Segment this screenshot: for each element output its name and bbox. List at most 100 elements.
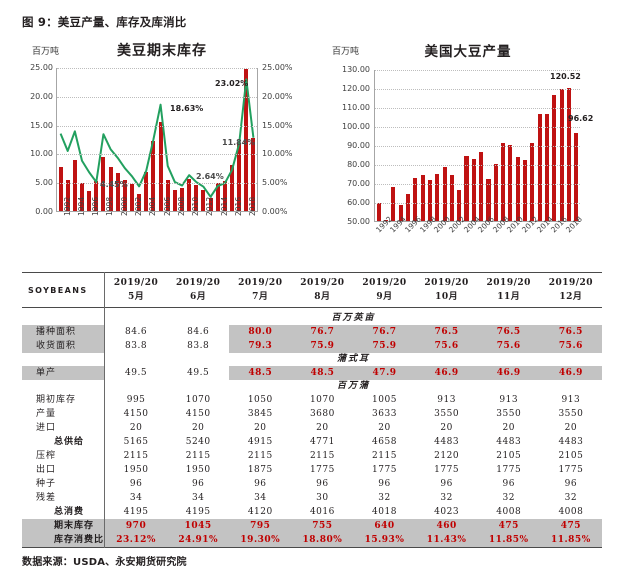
bar	[464, 155, 469, 222]
table-cell: 1775	[496, 465, 522, 475]
row-label-empty	[22, 353, 106, 366]
chart-left-axis-base	[57, 211, 257, 212]
bar	[237, 143, 242, 212]
row-label: 压榨	[22, 449, 106, 463]
table-cell: 96	[191, 479, 205, 489]
unit-row-million-bushel: 百万蒲	[22, 380, 602, 393]
table-col-month: 12月	[559, 292, 583, 302]
source-note: 数据来源：USDA、永安期货研究院	[22, 557, 187, 568]
table-col-month: 9月	[376, 292, 393, 302]
y-tick-label: 0.00	[35, 207, 53, 216]
table-cell: 1950	[185, 465, 211, 475]
bar	[501, 143, 506, 222]
gridline	[57, 154, 257, 156]
soybean-balance-table: SOYBEANS 2019/20 2019/20 2019/20 2019/20 201…	[22, 272, 602, 548]
table-cell: 34	[191, 493, 205, 503]
table-cell: 4483	[434, 437, 460, 447]
x-tick-label: 2010	[191, 196, 201, 216]
x-tick-label: 2016	[234, 196, 243, 216]
y2-tick-label: 0.00%	[262, 207, 288, 216]
table-row: 出口 1950 1950 1875 1775 1775 1775 1775 1775	[22, 463, 602, 477]
table-cell: 20	[129, 423, 143, 433]
table-cell: 96	[440, 479, 453, 489]
table-row: 压榨 2115 2115 2115 2115 2115 2120 2105 2105	[22, 449, 602, 463]
table-cell: 48.5	[291, 366, 354, 380]
row-label-empty	[22, 312, 106, 325]
bar	[523, 159, 528, 222]
bar	[72, 159, 77, 212]
row-label: 总供给	[22, 435, 106, 449]
table-col-year: 2019/20	[362, 278, 407, 288]
table-cell: 3680	[309, 409, 335, 419]
row-label: 期初库存	[22, 393, 106, 407]
table-name-header: SOYBEANS	[22, 272, 106, 308]
bar	[530, 143, 535, 222]
table-cell: 20	[440, 423, 453, 433]
chart-right-unit-label: 百万吨	[332, 47, 360, 57]
x-tick-label: 2012	[205, 196, 215, 216]
bar	[108, 167, 113, 212]
chart-left-plot-area	[56, 68, 258, 212]
y2-tick-label: 15.00%	[262, 120, 293, 130]
table-body: 百万英亩 播种面积 84.6 84.6 80.0 76.7 76.7 76.5 76.5 76.5…	[22, 307, 602, 548]
y2-tick-label: 5.00%	[262, 178, 288, 188]
chart-left-bars	[57, 68, 257, 212]
table-header-months-row: 5月 6月 7月 8月 9月 10月 11月 12月	[22, 290, 602, 308]
table-cell: 1005	[372, 395, 397, 405]
table-cell: 4483	[496, 437, 522, 447]
table-cell: 83.8	[104, 339, 168, 353]
bar	[58, 166, 63, 212]
table-cell: 79.3	[229, 339, 292, 353]
table-cell: 640	[353, 519, 416, 533]
gridline	[375, 89, 580, 90]
bar	[94, 181, 99, 212]
table-col-year: 2019/20	[300, 278, 345, 288]
table-cell: 76.5	[415, 325, 478, 339]
table-cell: 913	[561, 395, 581, 405]
table-cell: 2105	[496, 451, 522, 461]
table-row: 期初库存 995 1070 1050 1070 1005 913 913 913	[22, 393, 602, 407]
unit-label: 蒲式耳	[337, 354, 371, 364]
figure-caption: 图 9：美豆产量、库存及库消比	[22, 15, 187, 29]
chart-right-title: 美国大豆产量	[424, 44, 512, 60]
y-tick-label: 100.00	[342, 122, 370, 131]
row-label: 总消费	[22, 505, 106, 519]
bar	[449, 174, 454, 222]
table-col-month: 6月	[190, 292, 207, 302]
table-cell: 20	[254, 423, 267, 433]
table-cell: 913	[437, 395, 456, 405]
bar	[151, 141, 156, 212]
row-label: 收货面积	[22, 339, 106, 353]
bar	[180, 187, 184, 212]
table-row: 收货面积 83.8 83.8 79.3 75.9 75.9 75.6 75.6 75.6	[22, 339, 602, 353]
bar	[486, 178, 491, 222]
table-spacer	[22, 307, 602, 312]
bar	[137, 194, 142, 212]
table-cell: 1070	[309, 395, 335, 405]
table-cell: 4195	[185, 507, 211, 517]
table-cell: 4023	[434, 507, 460, 517]
table-cell: 11.85%	[539, 533, 602, 548]
table-cell: 32	[378, 493, 391, 503]
table-cell: 84.6	[167, 325, 230, 339]
table-cell: 20	[502, 423, 515, 433]
table-cell: 755	[291, 519, 354, 533]
x-tick-label: 1998	[105, 196, 115, 216]
data-annotation: 2.64%	[196, 172, 224, 181]
bar	[479, 151, 484, 222]
table-cell: 4120	[247, 507, 273, 517]
table-cell: 3550	[434, 409, 460, 419]
table-col-year: 2019/20	[486, 278, 531, 288]
y2-tick-label: 20.00%	[262, 91, 293, 101]
bar	[435, 174, 440, 222]
bar	[172, 190, 177, 212]
bar	[427, 179, 432, 222]
table-cell: 1875	[247, 465, 273, 475]
table-cell: 1775	[372, 465, 397, 475]
table-cell: 3633	[372, 409, 397, 419]
y-tick-label: 15.00	[30, 120, 53, 130]
data-annotation: 18.63%	[170, 104, 204, 113]
y-tick-label: 10.00	[30, 149, 53, 159]
unit-label: 百万蒲	[337, 381, 371, 391]
bar	[420, 175, 425, 222]
